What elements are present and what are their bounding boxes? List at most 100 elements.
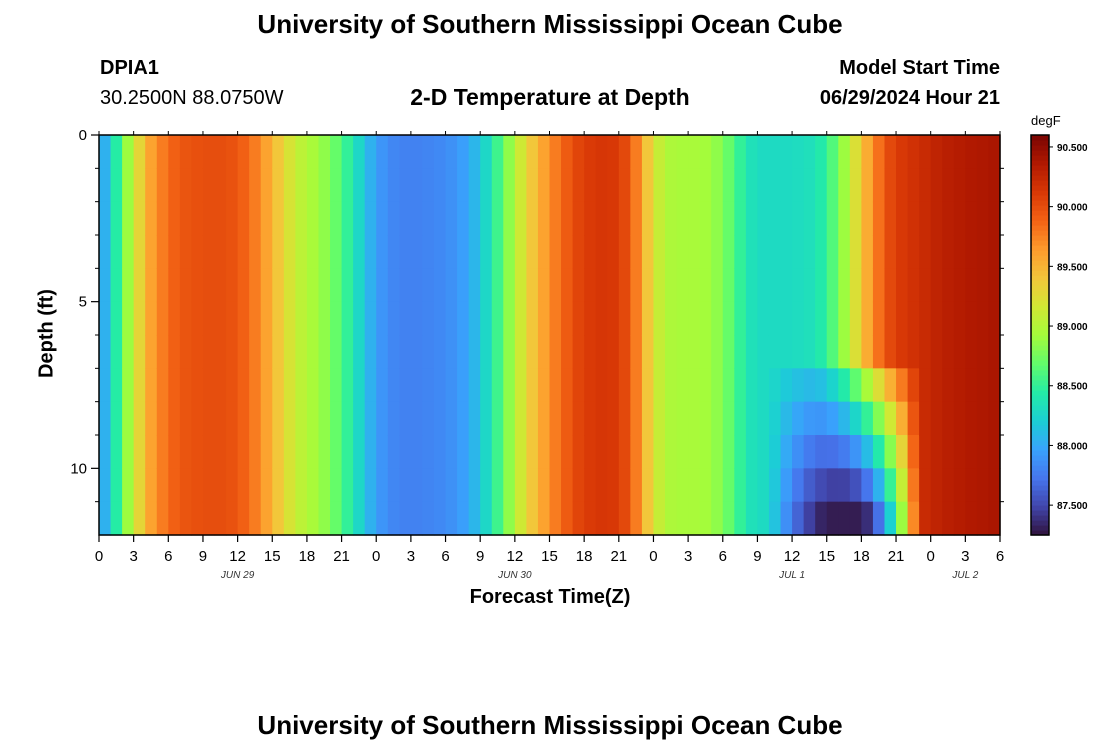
heatmap-cell (491, 501, 504, 536)
heatmap-cell (919, 335, 932, 369)
colorbar-segment (1031, 485, 1049, 491)
heatmap-cell (826, 135, 839, 169)
colorbar-segment (1031, 175, 1049, 181)
heatmap-cells (99, 135, 1001, 536)
heatmap-cell (630, 435, 643, 469)
heatmap-cell (780, 368, 793, 403)
heatmap-cell (468, 268, 481, 303)
heatmap-cell (376, 235, 389, 269)
heatmap-cell (919, 168, 932, 203)
heatmap-cell (376, 435, 389, 469)
heatmap-cell (260, 368, 273, 403)
heatmap-cell (745, 135, 759, 169)
heatmap-cell (584, 401, 597, 436)
heatmap-cell (341, 368, 354, 403)
heatmap-cell (815, 435, 828, 469)
heatmap-cell (618, 268, 631, 303)
heatmap-cell (376, 368, 389, 403)
heatmap-cell (526, 435, 539, 469)
colorbar-segment (1031, 180, 1049, 186)
heatmap-cell (711, 268, 724, 303)
heatmap-cell (168, 135, 181, 169)
heatmap-cell (330, 135, 343, 169)
colorbar-segment (1031, 310, 1049, 316)
heatmap-cell (618, 235, 631, 269)
heatmap-cell (260, 435, 273, 469)
heatmap-cell (376, 335, 389, 369)
colorbar-segment (1031, 325, 1049, 331)
heatmap-cell (526, 301, 539, 336)
colorbar-segment (1031, 190, 1049, 196)
heatmap-cell (896, 435, 909, 469)
heatmap-cell (803, 335, 816, 369)
heatmap-cell (202, 168, 216, 203)
colorbar-segment (1031, 450, 1049, 456)
heatmap-cell (226, 435, 239, 469)
heatmap-cell (145, 468, 158, 503)
heatmap-cell (976, 168, 990, 203)
heatmap-cell (295, 168, 308, 203)
heatmap-cell (699, 135, 712, 169)
heatmap-cell (595, 301, 608, 336)
heatmap-cell (537, 468, 551, 503)
heatmap-cell (815, 335, 828, 369)
heatmap-cell (168, 335, 181, 369)
heatmap-cell (433, 435, 447, 469)
heatmap-cell (99, 335, 112, 369)
heatmap-cell (561, 201, 574, 236)
heatmap-cell (907, 301, 920, 336)
heatmap-cell (734, 368, 747, 403)
heatmap-cell (768, 168, 782, 203)
x-tick-label: 6 (164, 548, 172, 565)
heatmap-cell (433, 201, 447, 236)
heatmap-cell (168, 435, 181, 469)
heatmap-cell (249, 401, 262, 436)
heatmap-cell (618, 435, 631, 469)
heatmap-cell (607, 168, 620, 203)
heatmap-cell (110, 268, 123, 303)
colorbar-segment (1031, 285, 1049, 291)
heatmap-cell (688, 201, 701, 236)
colorbar-segment (1031, 405, 1049, 411)
heatmap-cell (353, 368, 366, 403)
heatmap-cell (699, 301, 712, 336)
heatmap-cell (953, 201, 966, 236)
x-tick-label: 3 (129, 548, 137, 565)
heatmap-cell (387, 235, 400, 269)
colorbar-segment (1031, 475, 1049, 481)
heatmap-cell (861, 368, 874, 403)
heatmap-cell (896, 368, 909, 403)
heatmap-cell (514, 135, 527, 169)
heatmap-cell (237, 235, 250, 269)
heatmap-cell (907, 501, 920, 536)
heatmap-cell (884, 268, 897, 303)
heatmap-cell (260, 135, 273, 169)
heatmap-cell (838, 301, 851, 336)
heatmap-cell (480, 335, 493, 369)
heatmap-cell (122, 435, 135, 469)
colorbar-segment (1031, 505, 1049, 511)
heatmap-cell (584, 201, 597, 236)
heatmap-cell (630, 168, 643, 203)
heatmap-cell (168, 168, 181, 203)
heatmap-cell (907, 268, 920, 303)
x-tick-label: 21 (333, 548, 350, 565)
heatmap-cell (179, 235, 193, 269)
heatmap-cell (179, 168, 193, 203)
heatmap-cell (884, 401, 897, 436)
heatmap-cell (457, 201, 470, 236)
heatmap-cell (722, 135, 735, 169)
heatmap-cell (965, 201, 978, 236)
heatmap-cell (387, 268, 400, 303)
heatmap-cell (792, 468, 805, 503)
colorbar-segment (1031, 280, 1049, 286)
heatmap-cell (341, 268, 354, 303)
heatmap-cell (919, 401, 932, 436)
heatmap-cell (549, 268, 562, 303)
heatmap-cell (572, 435, 585, 469)
heatmap-cell (214, 335, 227, 369)
heatmap-cell (988, 468, 1001, 503)
heatmap-cell (942, 168, 955, 203)
heatmap-cell (214, 301, 227, 336)
colorbar-segment (1031, 265, 1049, 271)
